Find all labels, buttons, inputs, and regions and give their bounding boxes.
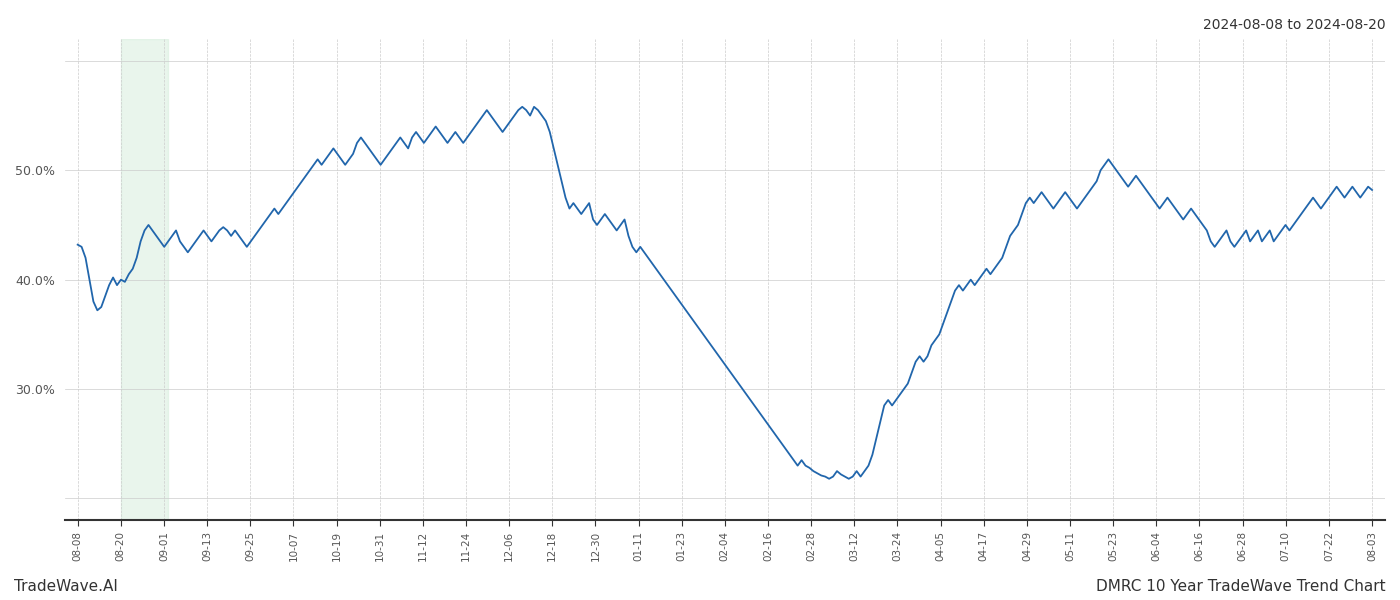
- Text: TradeWave.AI: TradeWave.AI: [14, 579, 118, 594]
- Text: 2024-08-08 to 2024-08-20: 2024-08-08 to 2024-08-20: [1204, 18, 1386, 32]
- Bar: [120, 39, 168, 520]
- Text: DMRC 10 Year TradeWave Trend Chart: DMRC 10 Year TradeWave Trend Chart: [1096, 579, 1386, 594]
